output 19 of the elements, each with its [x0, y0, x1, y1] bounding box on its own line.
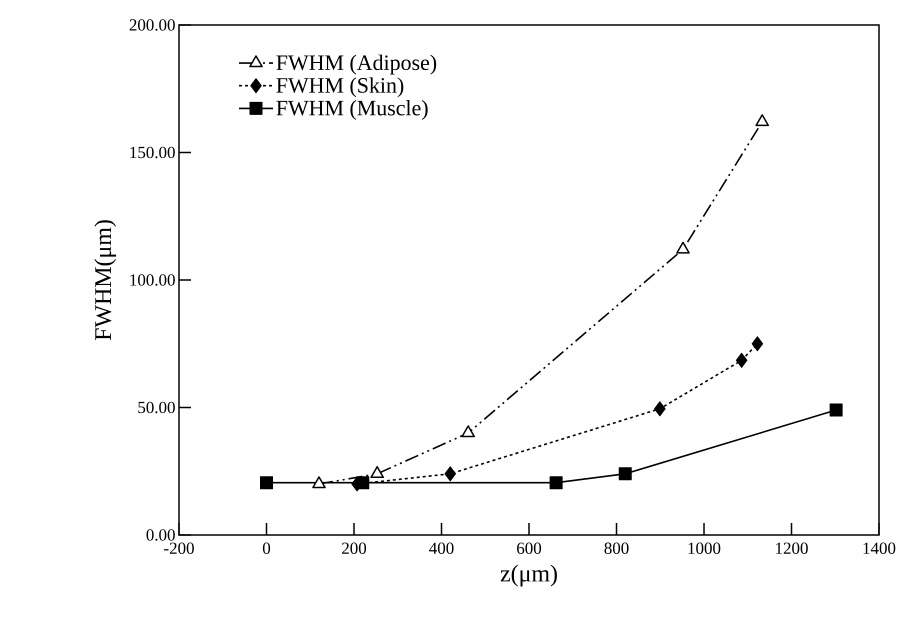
legend-label: FWHM (Skin) [276, 77, 404, 98]
y-axis-title: FWHM(μm) [94, 220, 116, 340]
x-tick-label: 1400 [864, 542, 896, 554]
legend-label: FWHM (Adipose) [276, 54, 436, 75]
x-tick-label: 800 [604, 542, 629, 554]
y-tick-label: 50.00 [138, 402, 175, 414]
x-axis-title: z(μm) [500, 564, 557, 586]
y-tick-label: 200.00 [130, 19, 175, 31]
x-tick-label: 200 [342, 542, 366, 554]
x-tick-label: 1200 [776, 542, 808, 554]
x-tick-label: 400 [429, 542, 454, 554]
y-tick-label: 0.00 [146, 529, 175, 541]
x-tick-label: 1000 [688, 542, 720, 554]
x-tick-label: 0 [262, 542, 270, 554]
x-tick-label: -200 [164, 542, 194, 554]
y-tick-label: 150.00 [130, 146, 175, 158]
y-tick-label: 100.00 [130, 274, 175, 286]
legend-label: FWHM (Muscle) [276, 100, 428, 120]
x-tick-label: 600 [517, 542, 542, 554]
